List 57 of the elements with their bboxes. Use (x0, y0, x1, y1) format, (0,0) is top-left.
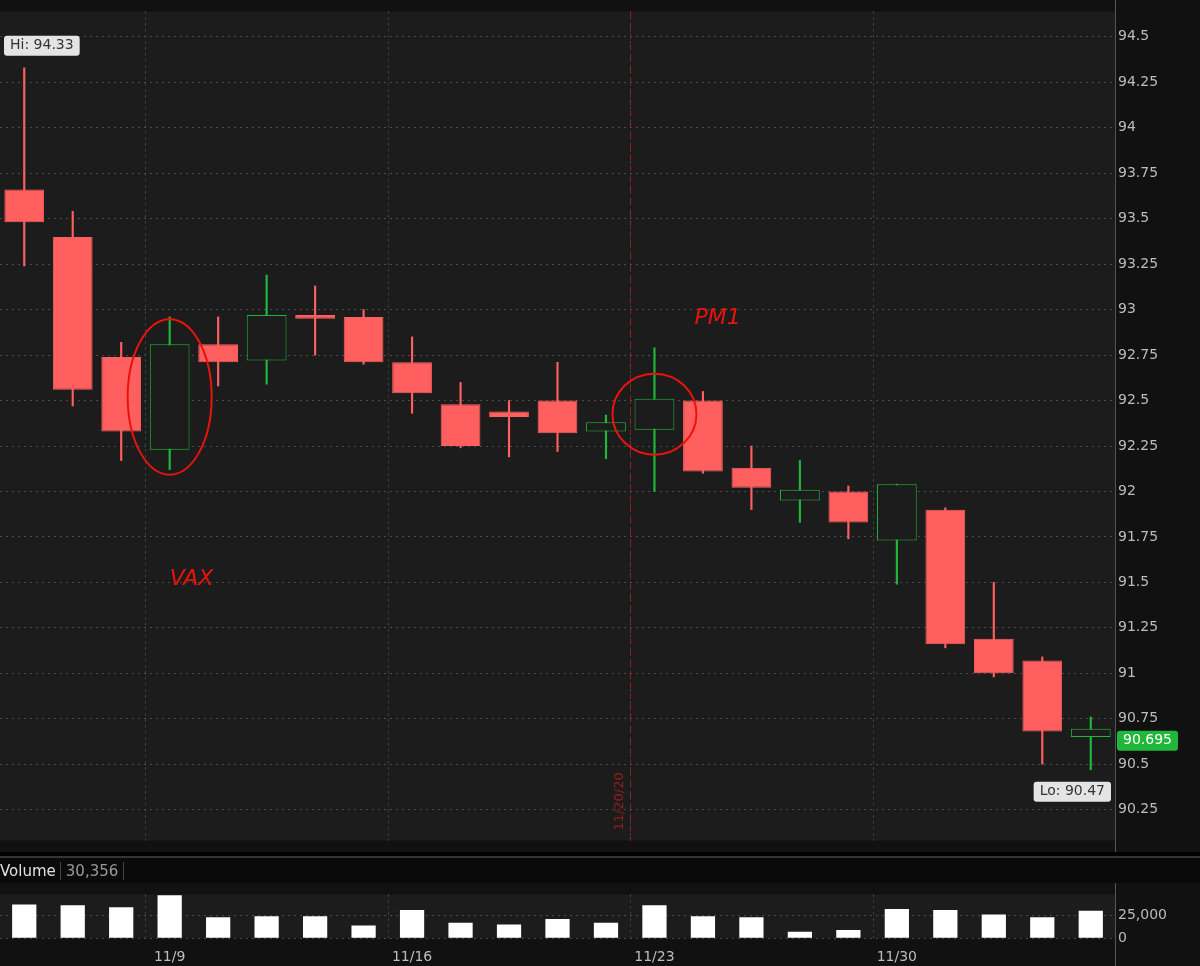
annotation: Hi: 94.33 (10, 36, 74, 53)
bar (60, 905, 85, 938)
bar (739, 917, 764, 938)
chart-title: Volume (0, 861, 61, 880)
y-tick-label: 90.5 (1118, 754, 1150, 771)
bar (593, 922, 619, 938)
y-tick-label: 92.5 (1118, 391, 1150, 408)
bar (836, 929, 861, 938)
y-tick-label: 90.75 (1118, 709, 1159, 726)
y-tick-label: 92 (1118, 482, 1136, 499)
bar (448, 922, 473, 938)
y-tick-label: 0 (1118, 928, 1127, 945)
bar (496, 924, 522, 938)
y-tick-label: 25,000 (1118, 906, 1167, 923)
bar (1030, 917, 1055, 938)
bar (109, 907, 134, 938)
y-tick-label: 91.25 (1118, 618, 1159, 635)
x-tick-label: 11/16 (391, 948, 433, 965)
annotation: PM1 (694, 303, 741, 329)
y-tick-label: 94.25 (1118, 72, 1159, 89)
bar (981, 914, 1006, 938)
bar (545, 919, 570, 938)
y-tick-label: 91.5 (1118, 573, 1150, 590)
bar (642, 905, 667, 938)
bar (351, 925, 376, 938)
bar (884, 909, 909, 938)
text: 30,356 (60, 861, 125, 880)
x-tick-label: 11/9 (153, 948, 186, 965)
y-tick-label: 93.25 (1118, 254, 1159, 271)
bar (12, 904, 37, 938)
annotation: VAX (169, 565, 215, 591)
bar (254, 916, 279, 938)
bar (302, 916, 328, 938)
bar (1078, 910, 1103, 938)
bar (933, 909, 958, 938)
candlestick (634, 347, 675, 492)
bar (787, 931, 813, 938)
bar (157, 895, 182, 938)
y-tick-label: 91 (1118, 663, 1136, 680)
y-tick-label: 93.75 (1118, 163, 1159, 180)
y-tick-label: 94.5 (1118, 27, 1150, 44)
annotation: Lo: 90.47 (1039, 782, 1106, 799)
y-tick-label: 93 (1118, 300, 1136, 317)
y-tick-label: 94 (1118, 118, 1136, 135)
y-tick-label: 91.75 (1118, 527, 1159, 544)
bar (206, 917, 231, 938)
x-tick-label: 11/23 (634, 948, 675, 965)
text: 90.695 (1123, 731, 1172, 748)
bar (399, 909, 425, 938)
x-tick-label: 11/30 (876, 948, 918, 965)
y-tick-label: 92.25 (1118, 436, 1159, 453)
bar (690, 916, 716, 938)
y-tick-label: 93.5 (1118, 209, 1150, 226)
y-tick-label: 90.25 (1118, 800, 1159, 817)
y-tick-label: 92.75 (1118, 345, 1159, 362)
candlestick (537, 362, 578, 452)
ref-line-label: 11/20/20 (611, 772, 627, 831)
